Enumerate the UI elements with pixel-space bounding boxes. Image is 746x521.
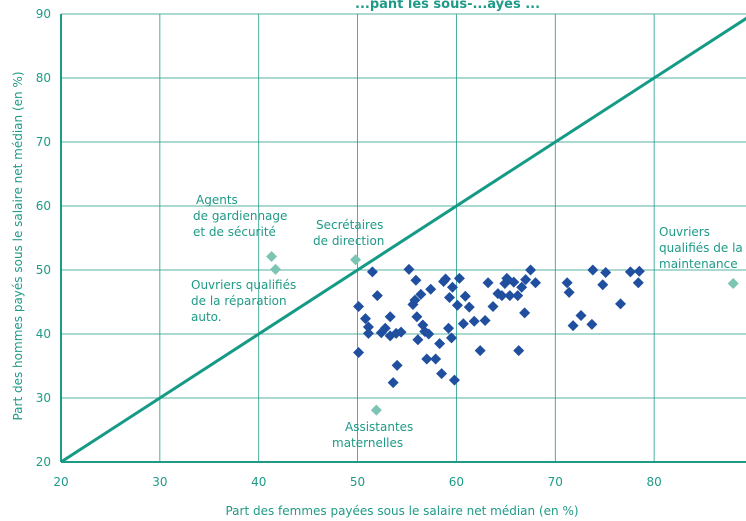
- data-point: [561, 277, 573, 289]
- data-point: [479, 315, 491, 327]
- data-point: [453, 272, 465, 284]
- data-point: [359, 313, 371, 325]
- data-point: [632, 277, 644, 289]
- data-point: [362, 321, 374, 333]
- y-tick-label: 40: [36, 327, 51, 341]
- x-axis-title: Part des femmes payées sous le salaire n…: [225, 504, 578, 518]
- data-point: [504, 290, 516, 302]
- data-point: [444, 292, 456, 304]
- data-point: [512, 290, 524, 302]
- data-point: [487, 300, 499, 312]
- highlighted-data-point: [350, 254, 362, 266]
- annotation-agents-gardiennage: Agents de gardiennage et de sécurité: [193, 193, 291, 239]
- highlighted-data-point: [270, 263, 282, 275]
- data-point: [362, 327, 374, 339]
- data-point: [567, 320, 579, 332]
- highlighted-data-point: [727, 277, 739, 289]
- data-point: [440, 273, 452, 285]
- data-point: [615, 298, 627, 310]
- data-point: [379, 322, 391, 334]
- highlighted-data-point: [370, 404, 382, 416]
- data-point: [563, 286, 575, 298]
- chart-title-fragment: ...pant les sous-...ayés ...: [355, 0, 540, 12]
- data-point: [508, 276, 520, 288]
- data-point: [575, 309, 587, 321]
- x-tick-label: 80: [647, 475, 662, 489]
- data-point: [530, 277, 542, 289]
- data-point: [415, 288, 427, 300]
- data-point: [633, 265, 645, 277]
- data-point: [457, 318, 469, 330]
- data-point: [421, 353, 433, 365]
- data-point: [412, 334, 424, 346]
- y-tick-labels: 20 30 40 50 60 70 80 90: [36, 7, 51, 469]
- x-tick-label: 40: [251, 475, 266, 489]
- data-point: [387, 377, 399, 389]
- data-point: [395, 326, 407, 338]
- y-tick-label: 60: [36, 199, 51, 213]
- data-point: [587, 264, 599, 276]
- data-point: [448, 374, 460, 386]
- data-point: [411, 311, 423, 323]
- plot-frame: [60, 14, 746, 463]
- data-point: [446, 281, 458, 293]
- equality-diagonal-line: [60, 16, 746, 464]
- y-tick-label: 50: [36, 263, 51, 277]
- data-point: [410, 274, 422, 286]
- highlighted-data-point: [266, 251, 278, 263]
- data-point: [423, 328, 435, 340]
- data-point: [600, 267, 612, 279]
- x-tick-label: 20: [53, 475, 68, 489]
- data-point: [445, 332, 457, 344]
- data-point: [371, 290, 383, 302]
- data-point: [624, 266, 636, 278]
- y-tick-label: 80: [36, 71, 51, 85]
- data-point: [353, 300, 365, 312]
- data-point: [430, 353, 442, 365]
- data-point: [403, 263, 415, 275]
- data-point: [366, 266, 378, 278]
- data-point: [391, 359, 403, 371]
- data-point: [451, 299, 463, 311]
- data-point: [468, 315, 480, 327]
- data-point: [496, 290, 508, 302]
- data-point: [519, 307, 531, 319]
- x-tick-label: 30: [152, 475, 167, 489]
- x-tick-label: 50: [350, 475, 365, 489]
- data-point: [436, 368, 448, 380]
- x-tick-label: 60: [449, 475, 464, 489]
- annotation-secretaires-direction: Secrétaires de direction: [313, 218, 387, 248]
- data-point: [597, 279, 609, 291]
- data-point: [513, 345, 525, 357]
- data-point: [474, 345, 486, 357]
- y-axis-title: Part des hommes payés sous le salaire ne…: [11, 71, 25, 420]
- y-tick-label: 20: [36, 455, 51, 469]
- annotation-assistantes-maternelles: Assistantes maternelles: [332, 420, 417, 450]
- y-tick-label: 30: [36, 391, 51, 405]
- y-tick-label: 70: [36, 135, 51, 149]
- x-tick-label: 70: [548, 475, 563, 489]
- data-point: [520, 274, 532, 286]
- data-point: [482, 277, 494, 289]
- data-point: [459, 290, 471, 302]
- y-tick-label: 90: [36, 7, 51, 21]
- data-point: [434, 338, 446, 350]
- data-point: [384, 311, 396, 323]
- annotation-ouvriers-reparation-auto: Ouvriers qualifiés de la réparation auto…: [191, 278, 300, 324]
- data-point: [463, 301, 475, 313]
- annotation-ouvriers-maintenance: Ouvriers qualifiés de la maintenance: [659, 225, 746, 271]
- data-points: [266, 251, 739, 416]
- data-point: [353, 347, 365, 359]
- data-point: [525, 264, 537, 276]
- data-point: [586, 318, 598, 330]
- data-point: [425, 283, 437, 295]
- data-point: [409, 294, 421, 306]
- data-point: [516, 281, 528, 293]
- data-point: [443, 322, 455, 334]
